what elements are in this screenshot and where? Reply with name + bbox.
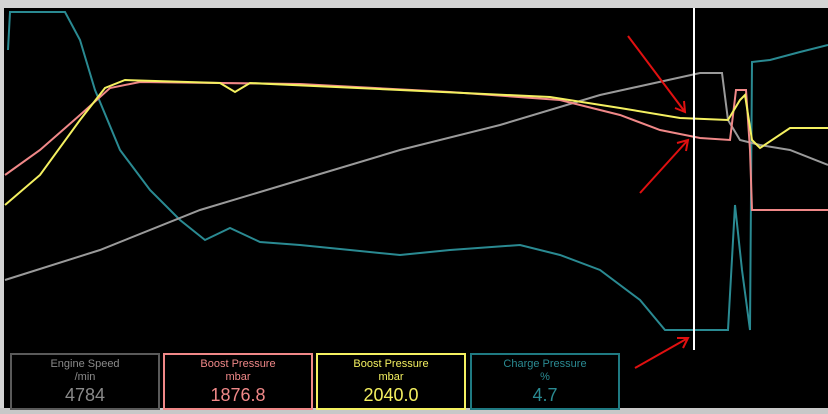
readout-value: 4.7 (532, 385, 558, 405)
readout-value: 2040.0 (363, 385, 419, 405)
readout-unit: /min (74, 371, 96, 383)
readout-box: Boost Pressure mbar 2040.0 (316, 353, 466, 410)
readout-name: Boost Pressure (353, 358, 429, 370)
readout-name: Boost Pressure (200, 358, 276, 370)
readout-box: Boost Pressure mbar 1876.8 (163, 353, 313, 410)
top-border (0, 0, 828, 8)
annotation-arrows (627, 35, 690, 369)
boost-pressure-target-trace (4, 78, 828, 206)
readout-unit: % (540, 371, 550, 383)
left-border (0, 0, 4, 414)
readout-box: Charge Pressure % 4.7 (470, 353, 620, 410)
readout-value: 4784 (64, 385, 106, 405)
bottom-border (0, 408, 828, 414)
readout-value: 1876.8 (210, 385, 266, 405)
readout-box: Engine Speed /min 4784 (10, 353, 160, 410)
charge-pressure-trace (7, 11, 828, 331)
readout-name: Engine Speed (50, 358, 120, 370)
readout-unit: mbar (225, 371, 251, 383)
engine-speed-trace (4, 72, 828, 281)
readout-name: Charge Pressure (503, 358, 587, 370)
readout-unit: mbar (378, 371, 404, 383)
